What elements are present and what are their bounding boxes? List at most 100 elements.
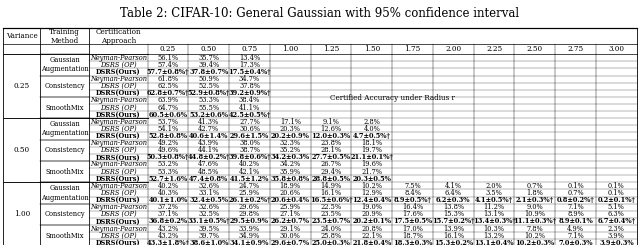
Text: 35.7%: 35.7%: [198, 54, 220, 62]
Text: 3.5%: 3.5%: [486, 189, 502, 197]
Text: 61.8%: 61.8%: [157, 75, 179, 83]
Text: Neyman-Pearson: Neyman-Pearson: [90, 118, 147, 126]
Text: 43.2%: 43.2%: [157, 225, 179, 233]
Text: 23.8%: 23.8%: [321, 139, 342, 147]
Text: 53.2%: 53.2%: [157, 160, 179, 169]
Text: 1.00: 1.00: [282, 45, 298, 53]
Text: 0.1%: 0.1%: [608, 189, 625, 197]
Text: 20.2±0.9%: 20.2±0.9%: [271, 132, 310, 140]
Text: Neyman-Pearson: Neyman-Pearson: [90, 97, 147, 104]
Text: Neyman-Pearson: Neyman-Pearson: [90, 75, 147, 83]
Text: DSRS(Ours): DSRS(Ours): [96, 196, 141, 204]
Text: 33.9%: 33.9%: [239, 225, 260, 233]
Text: 13.1±0.4%: 13.1±0.4%: [474, 239, 514, 245]
Text: 21.7%: 21.7%: [362, 168, 382, 176]
Text: DSRS (OP): DSRS (OP): [100, 104, 136, 111]
Text: DSRS(Ours): DSRS(Ours): [96, 111, 141, 119]
Text: Consistency: Consistency: [44, 146, 85, 154]
Text: 37.8±0.7%: 37.8±0.7%: [189, 68, 228, 76]
Text: 10.9%: 10.9%: [524, 210, 545, 218]
Text: 60.5±0.6%: 60.5±0.6%: [148, 111, 188, 119]
Text: 20.6%: 20.6%: [280, 189, 301, 197]
Text: 23.5±0.7%: 23.5±0.7%: [312, 218, 351, 225]
Text: 35.8±0.8%: 35.8±0.8%: [271, 175, 310, 183]
Text: 8.9±0.1%: 8.9±0.1%: [558, 218, 593, 225]
Text: 11.2%: 11.2%: [483, 203, 504, 211]
Text: 2.25: 2.25: [486, 45, 502, 53]
Text: 32.6%: 32.6%: [198, 203, 220, 211]
Text: 17.6%: 17.6%: [402, 210, 423, 218]
Text: 63.9%: 63.9%: [157, 97, 179, 104]
Text: 13.9%: 13.9%: [443, 225, 464, 233]
Text: 39.8±0.6%†: 39.8±0.6%†: [228, 153, 271, 161]
Text: 57.4%: 57.4%: [157, 61, 179, 69]
Text: 2.8%: 2.8%: [364, 118, 380, 126]
Text: 62.5%: 62.5%: [157, 82, 179, 90]
Text: 6.3%: 6.3%: [608, 210, 625, 218]
Text: 0.50: 0.50: [13, 146, 30, 154]
Text: 20.2±0.1%: 20.2±0.1%: [352, 218, 391, 225]
Text: 28.8±0.5%: 28.8±0.5%: [312, 175, 351, 183]
Text: 38.7%: 38.7%: [239, 146, 260, 154]
Text: 2.3%: 2.3%: [608, 225, 625, 233]
Text: 42.5±0.5%†: 42.5±0.5%†: [228, 111, 271, 119]
Text: 52.5%: 52.5%: [198, 82, 220, 90]
Text: Neyman-Pearson: Neyman-Pearson: [90, 225, 147, 233]
Text: 0.75: 0.75: [241, 45, 257, 53]
Text: Table 2: CIFAR-10: General Gaussian with 95% confidence interval: Table 2: CIFAR-10: General Gaussian with…: [120, 7, 520, 20]
Text: 34.9%: 34.9%: [239, 232, 260, 240]
Text: 39.4%: 39.4%: [198, 61, 220, 69]
Text: 42.1%: 42.1%: [239, 168, 260, 176]
Text: 2.0%: 2.0%: [486, 182, 502, 190]
Text: SmoothMix: SmoothMix: [45, 104, 84, 111]
Text: 20.3±0.5%: 20.3±0.5%: [353, 175, 391, 183]
Text: 17.5±0.4%†: 17.5±0.4%†: [228, 68, 271, 76]
Text: 7.5%: 7.5%: [404, 182, 421, 190]
Text: 15.3±0.2%: 15.3±0.2%: [434, 239, 473, 245]
Text: 22.5%: 22.5%: [321, 203, 342, 211]
Text: Training
Method: Training Method: [49, 28, 80, 45]
Text: 38.4%: 38.4%: [239, 97, 260, 104]
Text: DSRS (OP): DSRS (OP): [100, 125, 136, 133]
Text: 32.4±0.5%: 32.4±0.5%: [189, 196, 228, 204]
Text: DSRS(Ours): DSRS(Ours): [96, 153, 141, 161]
Text: 7.1%: 7.1%: [567, 203, 584, 211]
Text: 40.2%: 40.2%: [239, 160, 260, 169]
Text: 24.0%: 24.0%: [321, 225, 342, 233]
Text: 53.2±0.6%: 53.2±0.6%: [189, 111, 228, 119]
Text: 32.5%: 32.5%: [198, 210, 220, 218]
Text: 34.1±0.9%: 34.1±0.9%: [230, 239, 269, 245]
Text: 9.0%: 9.0%: [527, 203, 543, 211]
Text: 16.1%: 16.1%: [321, 189, 342, 197]
Text: 12.6%: 12.6%: [321, 125, 342, 133]
Text: Consistency: Consistency: [44, 82, 85, 90]
Text: 6.4%: 6.4%: [445, 189, 462, 197]
Text: 6.7±0.4%†: 6.7±0.4%†: [597, 218, 636, 225]
Text: 37.8%: 37.8%: [239, 82, 260, 90]
Text: 25.9%: 25.9%: [239, 189, 260, 197]
Text: Neyman-Pearson: Neyman-Pearson: [90, 203, 147, 211]
Text: 26.7%: 26.7%: [321, 160, 342, 169]
Text: DSRS(Ours): DSRS(Ours): [96, 175, 141, 183]
Text: 29.4%: 29.4%: [321, 168, 342, 176]
Text: 41.1%: 41.1%: [239, 104, 260, 111]
Text: 7.0±0.3%: 7.0±0.3%: [558, 239, 593, 245]
Text: 25.9%: 25.9%: [280, 203, 301, 211]
Text: 29.1%: 29.1%: [280, 225, 301, 233]
Text: Variance: Variance: [6, 32, 38, 40]
Text: 37.1%: 37.1%: [157, 210, 179, 218]
Text: 28.1%: 28.1%: [321, 146, 342, 154]
Text: 50.3±0.8%†: 50.3±0.8%†: [147, 153, 189, 161]
Text: 18.7%: 18.7%: [402, 232, 423, 240]
Text: 25.8%: 25.8%: [321, 232, 342, 240]
Text: 13.4%: 13.4%: [239, 54, 260, 62]
Text: 5.1%: 5.1%: [608, 203, 625, 211]
Text: Gaussian
Augmentation: Gaussian Augmentation: [41, 184, 88, 202]
Text: 19.6%: 19.6%: [361, 160, 382, 169]
Text: DSRS (OP): DSRS (OP): [100, 146, 136, 154]
Text: Certified Accuracy under Radius r: Certified Accuracy under Radius r: [330, 94, 454, 102]
Text: Consistency: Consistency: [44, 210, 85, 218]
Text: 38.6±1.0%: 38.6±1.0%: [189, 239, 228, 245]
Text: SmoothMix: SmoothMix: [45, 168, 84, 176]
Text: 35.2%: 35.2%: [280, 146, 301, 154]
